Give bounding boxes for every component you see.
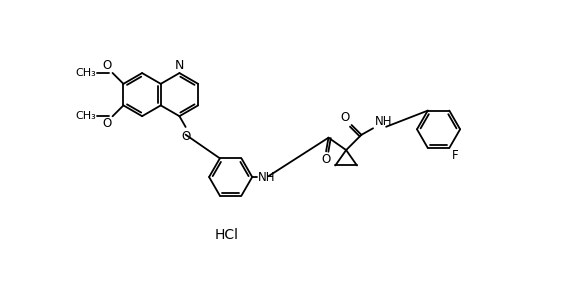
Text: O: O <box>181 130 190 143</box>
Text: HCl: HCl <box>215 228 239 242</box>
Text: NH: NH <box>375 115 393 128</box>
Text: CH₃: CH₃ <box>75 111 96 121</box>
Text: O: O <box>103 59 112 72</box>
Text: F: F <box>452 149 459 162</box>
Text: O: O <box>321 153 331 166</box>
Text: NH: NH <box>258 170 275 183</box>
Text: O: O <box>341 111 350 124</box>
Text: O: O <box>103 117 112 130</box>
Text: CH₃: CH₃ <box>75 68 96 78</box>
Text: N: N <box>175 59 184 72</box>
